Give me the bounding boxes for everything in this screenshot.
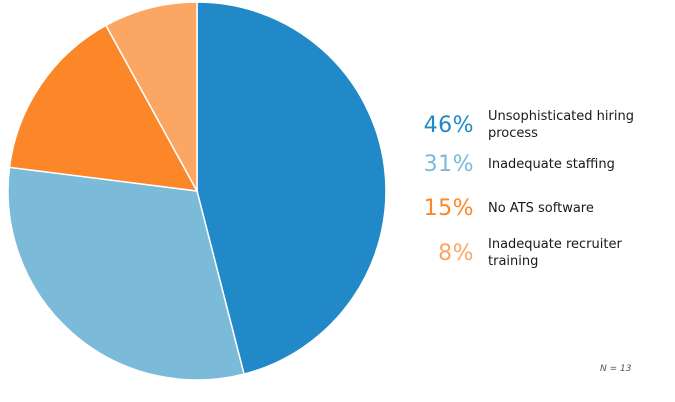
legend-label-line: Inadequate recruiter (488, 237, 622, 252)
legend: 46% Unsophisticated hiring process 31% I… (410, 0, 670, 402)
legend-item-inadequate-recruiter-training: 8% Inadequate recruiter training (410, 236, 670, 270)
legend-percent: 31% (423, 152, 474, 177)
legend-label: Inadequate staffing (488, 156, 658, 173)
pie-slice-unsophisticated-hiring-process (196, 1, 387, 375)
legend-label: No ATS software (488, 200, 658, 217)
legend-label-line: No ATS software (488, 201, 594, 216)
legend-item-no-ats-software: 15% No ATS software (410, 196, 670, 221)
pie-slice-no-ats-software (8, 24, 199, 192)
legend-label: Unsophisticated hiring process (488, 108, 658, 142)
legend-percent: 15% (423, 196, 474, 221)
sample-size-note: N = 13 (600, 364, 632, 374)
pie-slice-inadequate-recruiter-training (104, 1, 198, 192)
legend-item-unsophisticated-hiring-process: 46% Unsophisticated hiring process (410, 108, 670, 142)
legend-label-line: process (488, 126, 538, 141)
legend-label-line: Inadequate staffing (488, 157, 615, 172)
legend-percent: 8% (438, 240, 474, 266)
legend-label-line: Unsophisticated hiring (488, 109, 634, 124)
pie-chart (7, 1, 387, 381)
legend-label: Inadequate recruiter training (488, 236, 658, 270)
legend-item-inadequate-staffing: 31% Inadequate staffing (410, 152, 670, 177)
pie-slice-inadequate-staffing (7, 166, 245, 381)
legend-label-line: training (488, 254, 539, 269)
legend-percent: 46% (423, 112, 474, 138)
